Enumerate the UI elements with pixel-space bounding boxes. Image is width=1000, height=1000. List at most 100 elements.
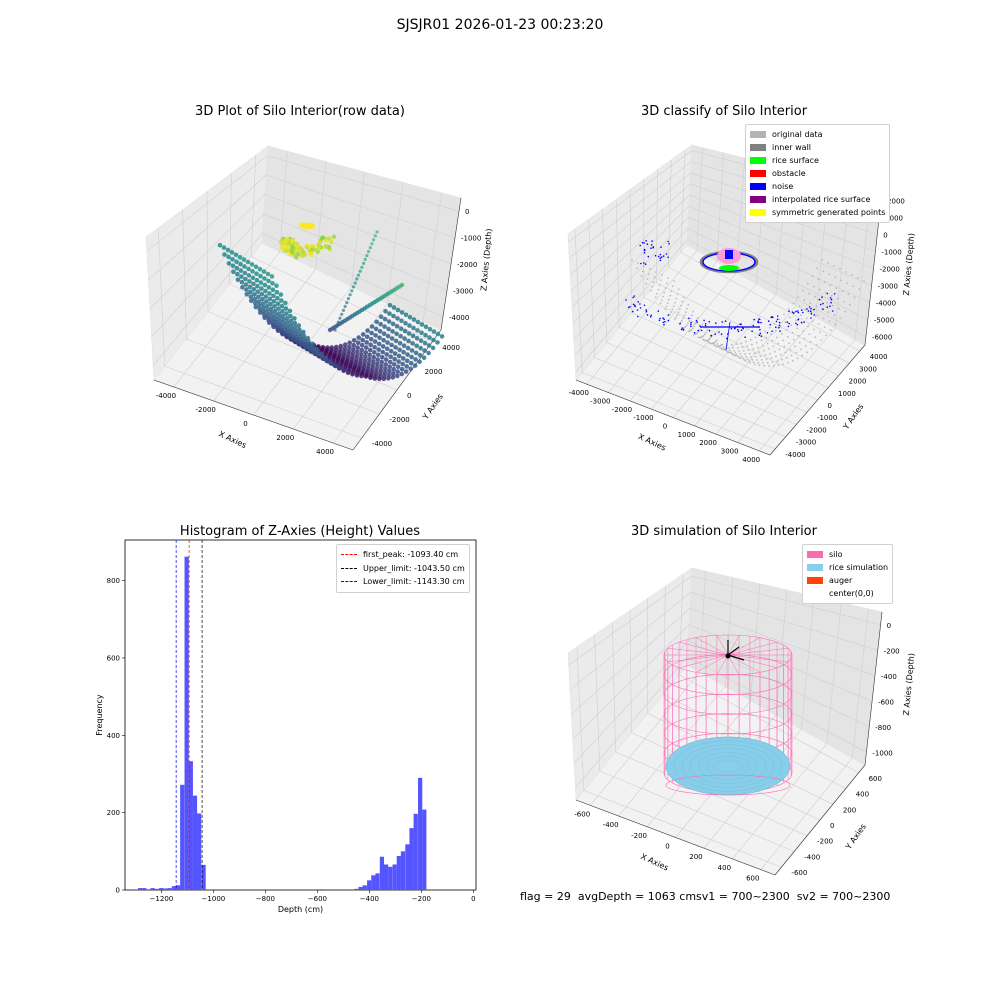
- p2-noise-point: [704, 324, 707, 327]
- legend-swatch: [807, 590, 823, 597]
- p2-noise-point: [662, 317, 664, 319]
- p1-point: [391, 305, 397, 310]
- p2-original-point: [707, 340, 709, 343]
- p2-original-point: [846, 282, 849, 285]
- p3-bar: [184, 556, 189, 890]
- p2-noise-line: [725, 321, 731, 351]
- p2-original-point: [792, 338, 795, 341]
- p1-point: [379, 364, 384, 369]
- p1-point: [269, 310, 274, 316]
- legend-label: inner wall: [772, 143, 812, 152]
- p1-x-tick-label: 4000: [316, 448, 334, 456]
- p2-original-point: [779, 325, 782, 328]
- p2-original-point: [757, 361, 760, 364]
- p1-point: [363, 350, 369, 355]
- p4-silo-roof-wire: [716, 654, 729, 675]
- p1-point: [235, 271, 240, 277]
- p1-point: [283, 238, 288, 243]
- p1-point: [374, 319, 379, 325]
- p1-point: [239, 279, 245, 285]
- p1-point: [378, 314, 384, 320]
- p1-point: [391, 371, 396, 376]
- p3-bar: [375, 873, 380, 890]
- p2-original-point: [680, 304, 682, 307]
- p2-original-point: [799, 314, 802, 316]
- p2-noise-point: [822, 308, 824, 311]
- legend-swatch: [750, 196, 766, 203]
- p2-noise-point: [659, 317, 661, 320]
- p1-y-tick-label: 4000: [442, 344, 460, 352]
- p2-noise-point: [639, 244, 641, 247]
- p2-x-tick-label: -1000: [633, 414, 653, 422]
- p1-grid-z: [149, 194, 452, 309]
- p3-bar: [388, 866, 393, 890]
- p2-original-point: [719, 346, 721, 349]
- panel3-legend: first_peak: -1093.40 cm Upper_limit: -10…: [336, 544, 470, 593]
- p2-original-point: [777, 342, 780, 345]
- p1-point: [372, 344, 378, 350]
- p1-point: [268, 301, 273, 307]
- p2-original-point: [696, 331, 699, 334]
- p2-grid-x: [586, 147, 703, 385]
- legend-label: auger: [829, 576, 853, 585]
- p1-x-tick-label: -2000: [196, 406, 216, 414]
- p1-point: [414, 343, 419, 349]
- p1-point: [327, 359, 333, 365]
- p2-grid-y: [668, 159, 850, 364]
- p1-z-tick-label: -1000: [461, 235, 481, 243]
- p2-noise-point: [724, 320, 727, 323]
- p4-silo-roof-wire: [667, 647, 729, 656]
- p2-grid-z: [573, 216, 870, 340]
- p4-silo-roof-wire: [716, 635, 729, 656]
- p2-original-point: [834, 323, 837, 326]
- p2-original-point: [740, 342, 743, 344]
- p1-point: [274, 283, 279, 289]
- p3-bar: [188, 761, 193, 890]
- p1-point: [395, 307, 401, 313]
- p1-point: [380, 349, 386, 355]
- p2-original-point: [828, 320, 831, 323]
- p2-original-point: [811, 275, 814, 278]
- p4-y-tick-label: 0: [830, 822, 834, 830]
- p2-original-point: [746, 358, 749, 360]
- p1-point: [343, 342, 348, 348]
- p2-original-point: [848, 303, 851, 306]
- p1-point: [265, 271, 271, 277]
- p2-original-point: [673, 280, 675, 282]
- p2-original-point: [653, 276, 656, 279]
- p1-point: [395, 316, 400, 321]
- p1-point: [296, 252, 301, 257]
- p2-original-point: [670, 290, 673, 292]
- p2-noise-point: [664, 320, 666, 323]
- p1-point: [327, 236, 332, 241]
- p1-point: [345, 370, 351, 376]
- p2-grid-x: [715, 178, 830, 435]
- p4-rice-mesh: [673, 740, 783, 792]
- p2-original-point: [686, 307, 688, 310]
- p4-silo-roof-wire: [667, 654, 729, 663]
- p2-noise-point: [640, 262, 642, 265]
- p1-point: [427, 335, 432, 340]
- p2-noise-point: [695, 319, 698, 322]
- p2-original-point: [645, 282, 648, 285]
- p2-original-point: [793, 311, 796, 313]
- p3-bar: [418, 777, 423, 890]
- p1-point: [281, 317, 286, 323]
- p1-point: [398, 326, 404, 332]
- p3-bar: [171, 886, 177, 890]
- p4-grid-z: [569, 591, 878, 691]
- p1-point: [279, 303, 285, 309]
- p2-original-point: [816, 314, 819, 317]
- p1-point: [371, 359, 376, 364]
- p1-point: [426, 350, 431, 356]
- p4-y-tick-label: 600: [869, 775, 882, 783]
- p2-noise-point: [810, 317, 812, 319]
- p4-y-tick-label: -600: [791, 869, 807, 877]
- p3-x-tick-label: −600: [308, 895, 327, 903]
- p2-noise-point: [819, 303, 822, 306]
- p2-original-point: [773, 322, 776, 325]
- p2-x-tick-label: 3000: [721, 448, 739, 456]
- p1-point: [364, 334, 370, 340]
- p4-auger-axis: [727, 646, 740, 656]
